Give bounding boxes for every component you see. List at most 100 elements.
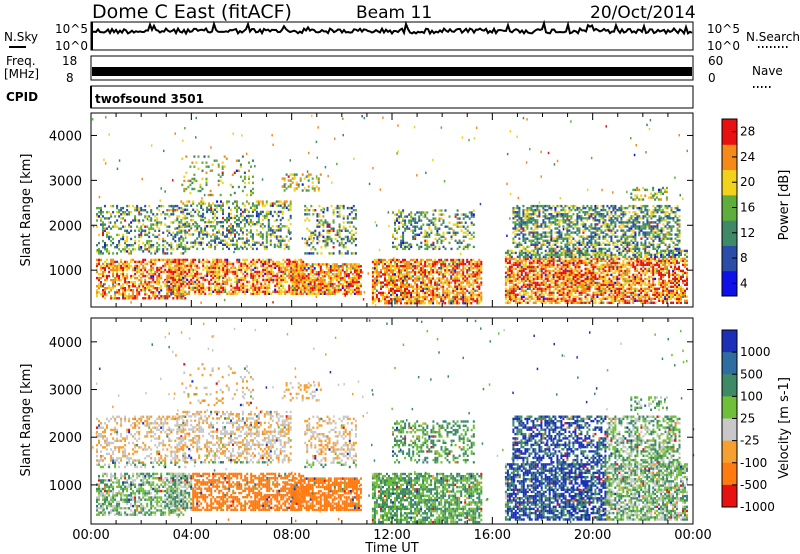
power-cell-3008 bbox=[373, 285, 376, 288]
power-cell-3639 bbox=[454, 293, 457, 297]
power-cell-3443 bbox=[428, 285, 431, 288]
power-cell-130 bbox=[126, 237, 129, 241]
power-cell-1063 bbox=[198, 280, 201, 284]
power-cell-2374 bbox=[293, 278, 296, 282]
power-cell-4523 bbox=[542, 293, 545, 296]
power-cell-543 bbox=[124, 264, 127, 268]
power-cell-2279 bbox=[243, 177, 246, 181]
power-cell-4792 bbox=[568, 273, 571, 277]
power-cell-2143 bbox=[279, 223, 282, 226]
power-cell-3971 bbox=[418, 227, 421, 230]
power-cell-692 bbox=[150, 262, 153, 266]
power-cell-3160 bbox=[394, 281, 396, 284]
power-cell-4686 bbox=[558, 271, 561, 275]
power-cell-481 bbox=[114, 260, 117, 264]
power-cell-3531 bbox=[440, 281, 443, 284]
power-cell-3379 bbox=[420, 283, 423, 286]
power-cell-951 bbox=[178, 290, 181, 293]
power-cell-1360 bbox=[254, 288, 257, 291]
power-cell-2373 bbox=[293, 280, 296, 284]
power-cell-394 bbox=[98, 262, 100, 266]
power-cell-3994 bbox=[424, 231, 427, 234]
power-cell-2064 bbox=[263, 245, 266, 249]
power-cell-4852 bbox=[574, 289, 577, 292]
power-cell-658 bbox=[144, 262, 147, 266]
power-cell-208 bbox=[144, 229, 147, 232]
power-cell-3935 bbox=[408, 213, 411, 216]
power-cell-2984 bbox=[354, 215, 357, 218]
power-cell-2122 bbox=[275, 212, 278, 216]
power-cell-2151 bbox=[281, 216, 284, 220]
power-cell-140 bbox=[128, 231, 131, 234]
power-cell-1345 bbox=[252, 290, 255, 293]
power-cell-1294 bbox=[240, 264, 243, 268]
power-cell-62 bbox=[108, 211, 111, 214]
power-cell-704 bbox=[152, 272, 155, 276]
power-cell-4250 bbox=[512, 267, 515, 271]
power-cell-2763 bbox=[357, 269, 360, 272]
power-cell-1140 bbox=[214, 284, 217, 287]
power-cell-3543 bbox=[442, 299, 445, 303]
power-cell-4703 bbox=[560, 277, 563, 281]
power-cell-2406 bbox=[297, 265, 300, 268]
power-cell-3834 bbox=[478, 293, 481, 297]
power-cell-370 bbox=[184, 244, 187, 247]
power-cell-4162 bbox=[504, 289, 507, 292]
power-cell-4787 bbox=[568, 285, 571, 288]
power-cell-2950 bbox=[346, 217, 349, 220]
power-cell-4427 bbox=[532, 281, 535, 285]
freq-band bbox=[92, 67, 692, 76]
power-cell-3294 bbox=[410, 299, 413, 303]
power-cell-4958 bbox=[584, 261, 587, 265]
power-cell-1438 bbox=[268, 292, 271, 295]
power-cell-3041 bbox=[378, 279, 380, 282]
power-cell-1900 bbox=[230, 208, 232, 211]
power-cell-1715 bbox=[194, 239, 197, 242]
power-cell-14 bbox=[98, 206, 100, 210]
power-cell-709 bbox=[154, 297, 157, 300]
power-cell-4115 bbox=[460, 213, 463, 216]
power-cell-1936 bbox=[238, 247, 240, 251]
power-cell-3893 bbox=[400, 243, 403, 247]
power-cell-3050 bbox=[380, 291, 382, 295]
power-cell-3788 bbox=[472, 291, 475, 295]
power-cell-1452 bbox=[270, 292, 273, 295]
power-cell-4229 bbox=[510, 267, 513, 271]
station-title: Dome C East (fitACF) bbox=[92, 1, 292, 23]
power-cell-2466 bbox=[309, 290, 312, 294]
power-cell-4681 bbox=[558, 285, 561, 288]
power-cell-3323 bbox=[414, 302, 417, 305]
power-cell-2708 bbox=[349, 276, 352, 280]
power-cell-397 bbox=[100, 293, 102, 296]
power-cell-3787 bbox=[472, 293, 475, 297]
power-cell-4120 bbox=[462, 231, 465, 234]
power-cell-3417 bbox=[424, 275, 427, 278]
power-cell-4501 bbox=[540, 299, 543, 302]
power-cell-975 bbox=[182, 290, 185, 293]
power-cell-1491 bbox=[278, 288, 281, 291]
power-cell-1355 bbox=[252, 268, 255, 272]
power-cell-3930 bbox=[408, 245, 411, 249]
power-cell-4939 bbox=[582, 259, 585, 263]
power-cell-4728 bbox=[562, 269, 565, 273]
power-cell-673 bbox=[148, 285, 151, 288]
power-cell-2649 bbox=[339, 282, 342, 286]
power-cell-585 bbox=[132, 283, 135, 286]
power-cell-2345 bbox=[313, 189, 316, 192]
power-cell-3516 bbox=[438, 293, 441, 297]
power-cell-2746 bbox=[355, 274, 358, 278]
power-cell-2188 bbox=[181, 183, 184, 187]
power-cell-4038 bbox=[434, 219, 437, 222]
power-cell-4951 bbox=[584, 279, 587, 283]
power-cell-2991 bbox=[371, 293, 374, 297]
power-cell-4467 bbox=[536, 283, 539, 286]
power-cell-3453 bbox=[430, 299, 433, 303]
power-cell-4002 bbox=[426, 241, 429, 245]
power-cell-1683 bbox=[186, 216, 189, 220]
power-cell-3188 bbox=[398, 297, 400, 301]
power-cell-2684 bbox=[345, 274, 348, 278]
power-cell-615 bbox=[138, 291, 141, 294]
power-cell-701 bbox=[152, 278, 155, 282]
power-cell-392 bbox=[98, 276, 100, 280]
power-cell-3145 bbox=[392, 277, 394, 280]
